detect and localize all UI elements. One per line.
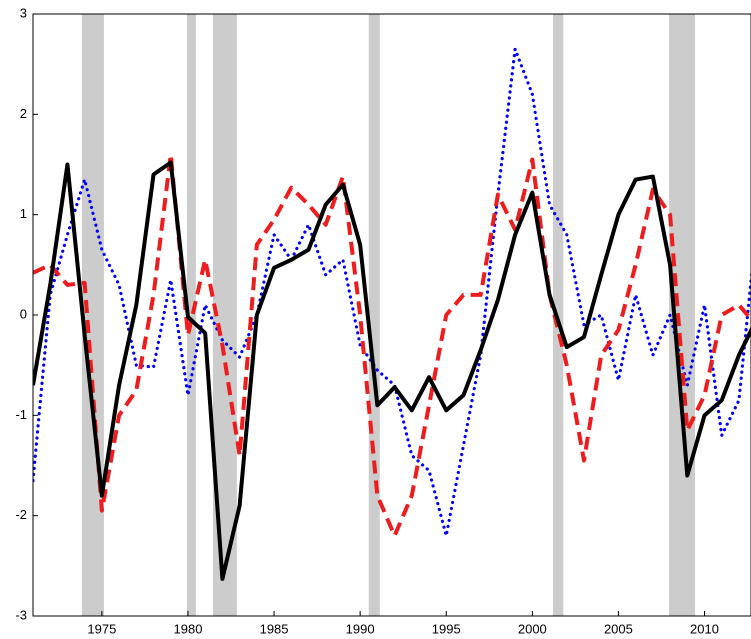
x-tick-label: 2000 — [518, 621, 547, 636]
x-tick-label: 2005 — [604, 621, 633, 636]
recession-band — [81, 14, 104, 616]
y-tick-label: -1 — [15, 407, 27, 422]
plot-area — [33, 14, 751, 616]
x-tick-label: 2010 — [690, 621, 719, 636]
y-tick-label: 3 — [20, 5, 27, 20]
y-tick-label: -2 — [15, 507, 27, 522]
y-tick-label: 2 — [20, 106, 27, 121]
x-tick-label: 1995 — [432, 621, 461, 636]
recession-band — [212, 14, 237, 616]
x-tick-label: 1985 — [260, 621, 289, 636]
y-tick-label: -3 — [15, 607, 27, 622]
series-line — [33, 152, 751, 538]
y-tick-label: 1 — [20, 206, 27, 221]
x-tick-label: 1975 — [87, 621, 116, 636]
x-tick-label: 1990 — [346, 621, 375, 636]
x-tick-label: 1980 — [174, 621, 203, 636]
recession-band — [186, 14, 196, 616]
recession-band — [368, 14, 380, 616]
series-line — [33, 160, 751, 581]
series-line — [33, 47, 751, 538]
y-tick-label: 0 — [20, 306, 27, 321]
